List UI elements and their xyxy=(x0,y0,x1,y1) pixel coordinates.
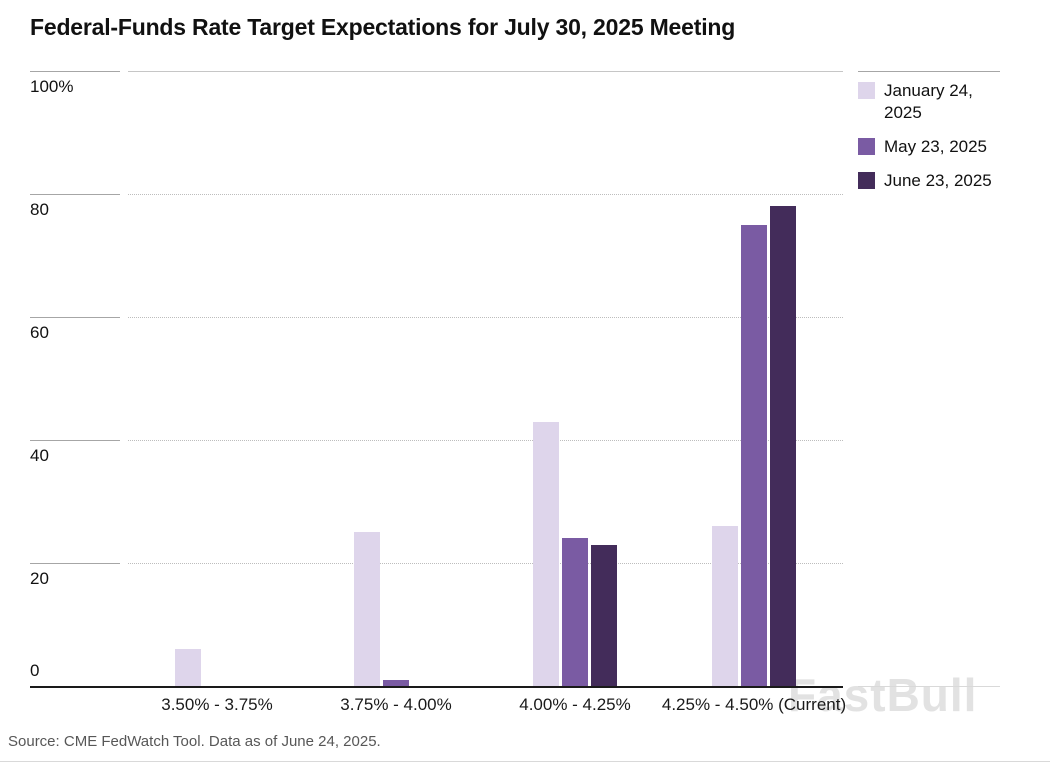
bar xyxy=(383,680,409,686)
y-axis-label: 80 xyxy=(30,200,49,219)
legend-swatch xyxy=(858,172,875,190)
bar xyxy=(175,649,201,686)
chart-legend: January 24, 2025 May 23, 2025 June 23, 202… xyxy=(858,80,1008,204)
y-tick-line xyxy=(30,563,120,564)
legend-item: January 24, 2025 xyxy=(858,80,1008,124)
legend-label: May 23, 2025 xyxy=(884,137,988,157)
watermark: FastBull xyxy=(788,669,978,721)
legend-label: June 23, 2025 xyxy=(884,171,992,191)
y-axis-label: 0 xyxy=(30,661,40,680)
y-tick-line xyxy=(30,317,120,318)
y-axis-label: 40 xyxy=(30,446,49,465)
gridline xyxy=(128,563,843,564)
bar xyxy=(712,526,738,686)
source-note: Source: CME FedWatch Tool. Data as of Ju… xyxy=(8,733,381,750)
y-axis-label: 100% xyxy=(30,77,74,96)
legend-swatch xyxy=(858,138,875,156)
bar xyxy=(741,225,767,686)
legend-item: June 23, 2025 xyxy=(858,170,1008,192)
baseline-right-segment xyxy=(858,686,1000,687)
gridline xyxy=(128,440,843,441)
x-axis-label: 4.25% - 4.50% (Current) xyxy=(661,695,847,714)
y-tick-line xyxy=(30,194,120,195)
y-axis-label: 60 xyxy=(30,323,49,342)
bar xyxy=(591,545,617,686)
bar xyxy=(562,538,588,686)
x-axis-line xyxy=(30,686,843,688)
chart-title: Federal-Funds Rate Target Expectations f… xyxy=(30,14,736,40)
legend-top-line xyxy=(858,71,1000,72)
x-axis-label: 3.75% - 4.00% xyxy=(340,695,452,714)
gridline xyxy=(128,317,843,318)
bottom-divider xyxy=(0,761,1050,762)
legend-item: May 23, 2025 xyxy=(858,136,1008,158)
top-gridline xyxy=(128,71,843,72)
bar xyxy=(533,422,559,686)
bar xyxy=(770,206,796,686)
y-tick-line xyxy=(30,71,120,72)
bar xyxy=(354,532,380,686)
x-axis-label: 4.00% - 4.25% xyxy=(519,695,631,714)
legend-label: January 24, 2025 xyxy=(884,81,973,123)
y-tick-line xyxy=(30,440,120,441)
legend-swatch xyxy=(858,82,875,99)
y-axis-label: 20 xyxy=(30,569,49,588)
x-axis-label: 3.50% - 3.75% xyxy=(161,695,273,714)
gridline xyxy=(128,194,843,195)
